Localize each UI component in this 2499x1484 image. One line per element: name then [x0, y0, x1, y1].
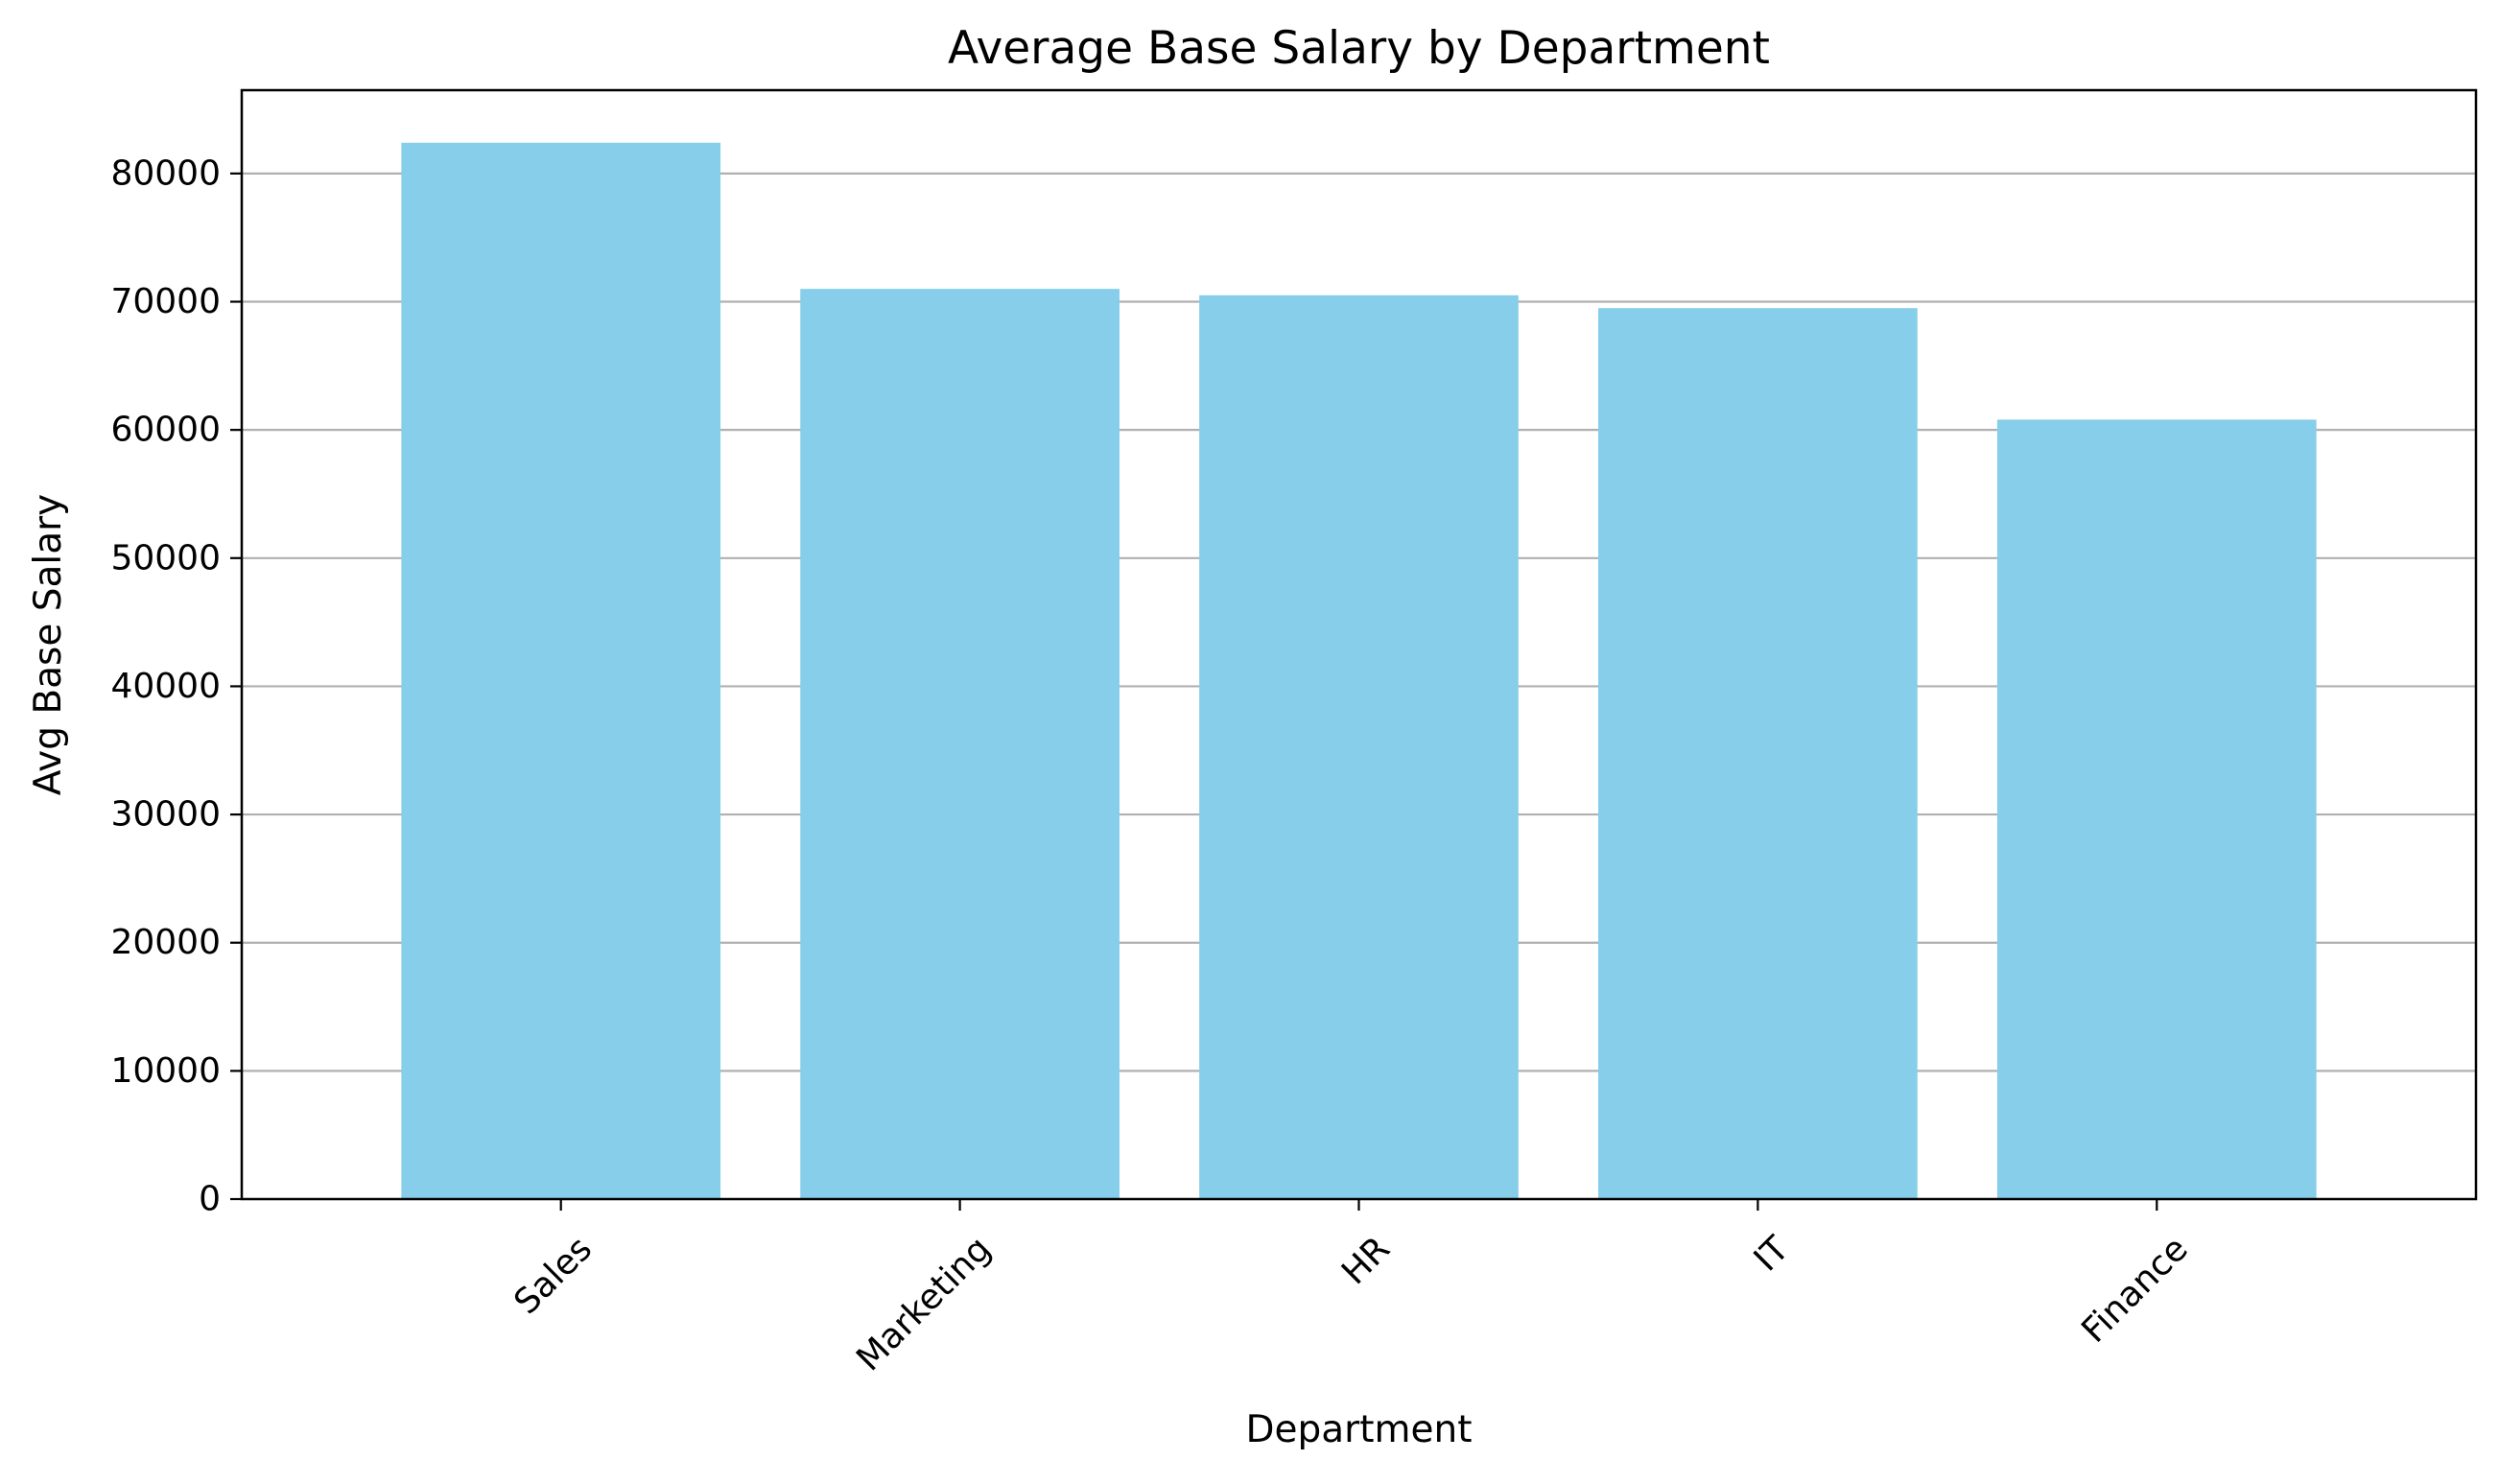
- bar-marketing: [800, 289, 1120, 1199]
- bars: [401, 142, 2317, 1199]
- chart-title: Average Base Salary by Department: [948, 22, 1770, 75]
- y-tick-label: 70000: [110, 282, 221, 321]
- bar-sales: [401, 142, 721, 1199]
- bar-hr: [1199, 294, 1519, 1199]
- bar-finance: [1996, 419, 2317, 1199]
- y-tick-label: 0: [199, 1180, 221, 1219]
- y-tick-label: 80000: [110, 153, 221, 193]
- y-axis-ticks: 0 10000 20000 30000 40000 50000 60000 70000 8000…: [110, 153, 242, 1219]
- y-tick-label: 30000: [110, 795, 221, 835]
- y-axis-label: Avg Base Salary: [27, 494, 70, 796]
- bar-it: [1598, 308, 1918, 1199]
- y-tick-label: 10000: [110, 1051, 221, 1091]
- y-tick-label: 60000: [110, 411, 221, 450]
- y-tick-label: 20000: [110, 923, 221, 962]
- y-tick-label: 50000: [110, 538, 221, 577]
- x-axis-label: Department: [1246, 1408, 1473, 1451]
- y-tick-label: 40000: [110, 667, 221, 706]
